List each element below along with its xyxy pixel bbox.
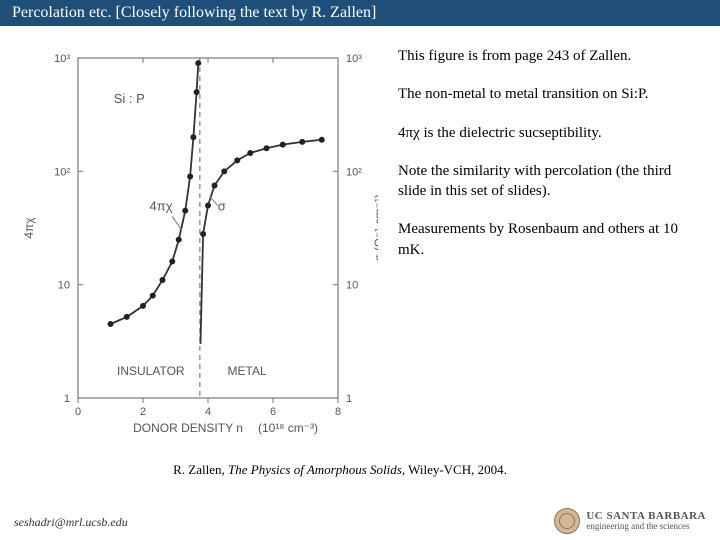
- svg-text:METAL: METAL: [228, 364, 267, 378]
- svg-text:4πχ: 4πχ: [150, 199, 173, 214]
- svg-text:1: 1: [64, 393, 70, 405]
- logo-text: UC SANTA BARBARA engineering and the sci…: [586, 510, 706, 532]
- paragraph-2: The non-metal to metal transition on Si:…: [398, 84, 700, 104]
- svg-text:(10¹⁸ cm⁻³): (10¹⁸ cm⁻³): [258, 421, 318, 435]
- svg-text:1: 1: [346, 393, 352, 405]
- svg-text:4: 4: [205, 406, 211, 418]
- svg-text:6: 6: [270, 406, 276, 418]
- paragraph-3: 4πχ is the dielectric sucseptibility.: [398, 123, 700, 143]
- svg-text:10: 10: [58, 280, 70, 292]
- content-row: 0246811101010²10²10³10³DONOR DENSITY n(1…: [0, 26, 720, 458]
- svg-text:0: 0: [75, 406, 81, 418]
- citation-rest: , Wiley-VCH, 2004.: [402, 462, 507, 477]
- svg-text:10²: 10²: [346, 166, 362, 178]
- citation-title: The Physics of Amorphous Solids: [228, 462, 402, 477]
- svg-text:8: 8: [335, 406, 341, 418]
- svg-text:σ (Ω⁻¹ cm⁻¹): σ (Ω⁻¹ cm⁻¹): [372, 194, 378, 262]
- svg-text:Si : P: Si : P: [114, 91, 145, 106]
- header-title-rest: [Closely following the text by R. Zallen…: [112, 4, 377, 21]
- paragraph-5: Measurements by Rosenbaum and others at …: [398, 219, 700, 260]
- paragraph-1: This figure is from page 243 of Zallen.: [398, 46, 700, 66]
- logo-sub: engineering and the sciences: [586, 522, 706, 532]
- header-title-italic: Percolation etc.: [12, 4, 112, 21]
- citation-author: R. Zallen,: [173, 462, 228, 477]
- footer-email: seshadri@mrl.ucsb.edu: [14, 515, 128, 530]
- slide-header: Percolation etc. [Closely following the …: [0, 0, 720, 26]
- footer-logo: UC SANTA BARBARA engineering and the sci…: [554, 508, 706, 534]
- svg-text:4πχ: 4πχ: [22, 217, 36, 239]
- svg-text:10³: 10³: [346, 53, 362, 65]
- ucsb-seal-icon: [554, 508, 580, 534]
- citation: R. Zallen, The Physics of Amorphous Soli…: [0, 462, 720, 478]
- svg-text:σ: σ: [218, 199, 226, 214]
- svg-text:DONOR DENSITY n: DONOR DENSITY n: [133, 421, 243, 435]
- paragraph-4: Note the similarity with percolation (th…: [398, 161, 700, 202]
- svg-text:10³: 10³: [54, 53, 70, 65]
- svg-text:10: 10: [346, 280, 358, 292]
- text-area: This figure is from page 243 of Zallen. …: [378, 38, 700, 458]
- svg-text:INSULATOR: INSULATOR: [117, 364, 185, 378]
- svg-text:10²: 10²: [54, 166, 70, 178]
- figure-area: 0246811101010²10²10³10³DONOR DENSITY n(1…: [8, 38, 378, 458]
- percolation-chart: 0246811101010²10²10³10³DONOR DENSITY n(1…: [8, 38, 378, 458]
- svg-text:2: 2: [140, 406, 146, 418]
